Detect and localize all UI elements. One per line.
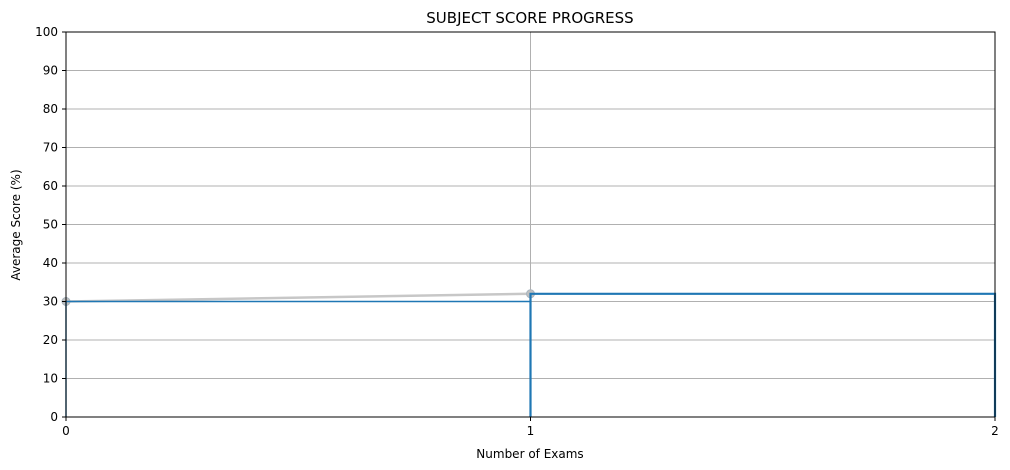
x-axis-label: Number of Exams [476, 447, 583, 461]
y-tick-label: 0 [50, 410, 58, 424]
y-tick-label: 70 [43, 141, 58, 155]
y-tick-label: 90 [43, 64, 58, 78]
x-tick-label: 1 [527, 424, 535, 438]
trend-line [65, 292, 531, 303]
y-tick-label: 50 [43, 218, 58, 232]
y-axis-label: Average Score (%) [9, 169, 23, 280]
x-tick-label: 2 [991, 424, 999, 438]
y-tick-label: 60 [43, 179, 58, 193]
chart-title: SUBJECT SCORE PROGRESS [426, 9, 633, 27]
y-tick-label: 20 [43, 333, 58, 347]
ticks: 0 10 20 30 40 50 60 70 80 90 100 0 1 2 [35, 25, 999, 438]
x-tick-label: 0 [62, 424, 70, 438]
y-tick-label: 100 [35, 25, 58, 39]
y-tick-label: 80 [43, 102, 58, 116]
y-tick-label: 40 [43, 256, 58, 270]
y-tick-label: 10 [43, 372, 58, 386]
y-tick-label: 30 [43, 295, 58, 309]
